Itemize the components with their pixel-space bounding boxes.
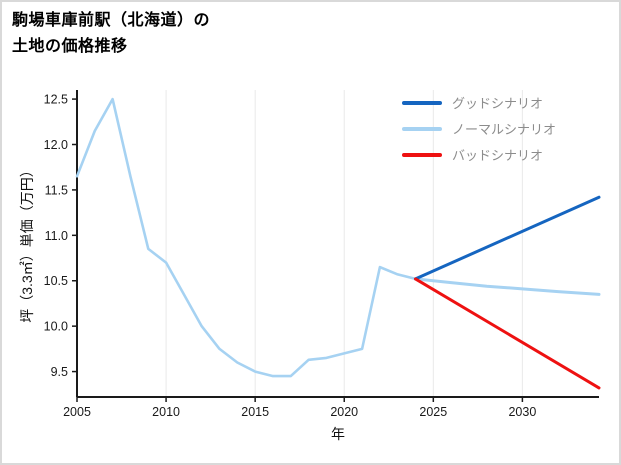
legend-item-bad: バッドシナリオ (402, 144, 556, 165)
y-tick-label-12.5: 12.5 (44, 93, 68, 107)
x-tick-label-2010: 2010 (152, 405, 180, 419)
page-title-line1: 駒場車庫前駅（北海道）の (12, 12, 211, 29)
legend-item-good: グッドシナリオ (402, 92, 556, 113)
page-title-line2: 土地の価格推移 (12, 37, 128, 55)
x-tick-label-2030: 2030 (508, 405, 536, 419)
series-line-bad (414, 277, 601, 390)
series-line-normal (414, 277, 601, 296)
series-line-good (414, 195, 601, 281)
page-title: 駒場車庫前駅（北海道）の 土地の価格推移 (12, 8, 210, 59)
legend-label-good: グッドシナリオ (452, 96, 544, 111)
legend-item-normal: ノーマルシナリオ (402, 118, 556, 139)
y-axis-label: 坪（3.3㎡）単価（万円） (19, 163, 35, 323)
legend-line-swatch-good (402, 100, 442, 105)
legend-label-normal: ノーマルシナリオ (452, 122, 557, 137)
legend-line-swatch-normal (402, 126, 442, 131)
y-tick-label-10.0: 10.0 (44, 320, 68, 334)
x-tick-label-2005: 2005 (63, 405, 91, 419)
y-tick-label-12.0: 12.0 (44, 138, 68, 152)
y-tick-label-11.0: 11.0 (45, 229, 68, 243)
series-line-historical (75, 97, 417, 378)
x-tick-label-2025: 2025 (419, 405, 447, 419)
y-tick-label-9.5: 9.5 (51, 365, 68, 379)
legend: グッドシナリオ ノーマルシナリオ バッドシナリオ (402, 92, 556, 165)
x-tick-label-2020: 2020 (330, 405, 358, 419)
x-axis-label: 年 (331, 426, 345, 442)
y-tick-label-11.5: 11.5 (45, 183, 68, 197)
x-tick-label-2015: 2015 (241, 405, 269, 419)
y-tick-label-10.5: 10.5 (44, 274, 68, 288)
legend-label-bad: バッドシナリオ (452, 148, 544, 163)
legend-line-swatch-bad (402, 152, 442, 157)
